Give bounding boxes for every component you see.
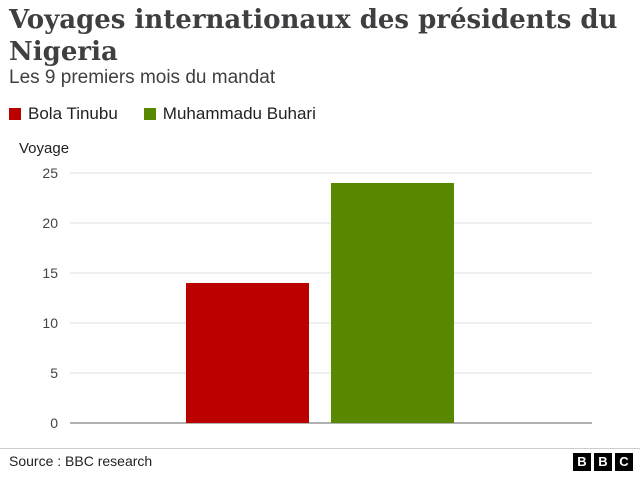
bbc-logo: B B C xyxy=(570,453,633,471)
y-tick-label: 5 xyxy=(50,365,58,381)
legend-swatch-tinubu xyxy=(9,108,21,120)
bbc-logo-letter-2: B xyxy=(594,453,612,471)
legend-label-buhari: Muhammadu Buhari xyxy=(162,104,316,123)
legend-label-tinubu: Bola Tinubu xyxy=(28,104,118,123)
footer-divider xyxy=(0,448,640,449)
bbc-logo-letter-1: B xyxy=(573,453,591,471)
chart-subtitle: Les 9 premiers mois du mandat xyxy=(9,67,276,88)
y-tick-label: 25 xyxy=(42,165,58,181)
source-note: Source : BBC research xyxy=(9,453,153,469)
legend: Bola Tinubu Muhammadu Buhari xyxy=(9,104,342,124)
bbc-logo-letter-3: C xyxy=(615,453,633,471)
y-tick-label: 0 xyxy=(50,415,58,431)
bar-chart: 0 5 10 15 20 25 xyxy=(42,165,592,431)
y-tick-label: 10 xyxy=(42,315,58,331)
chart-title: Voyages internationaux des présidents du… xyxy=(9,5,618,67)
y-tick-label: 15 xyxy=(42,265,58,281)
y-axis-label: Voyage xyxy=(19,140,70,157)
legend-item-tinubu: Bola Tinubu xyxy=(9,104,118,124)
legend-item-buhari: Muhammadu Buhari xyxy=(143,104,316,124)
legend-swatch-buhari xyxy=(143,108,156,120)
y-tick-label: 20 xyxy=(42,215,58,231)
bar-buhari xyxy=(331,183,454,423)
bar-tinubu xyxy=(186,283,309,423)
